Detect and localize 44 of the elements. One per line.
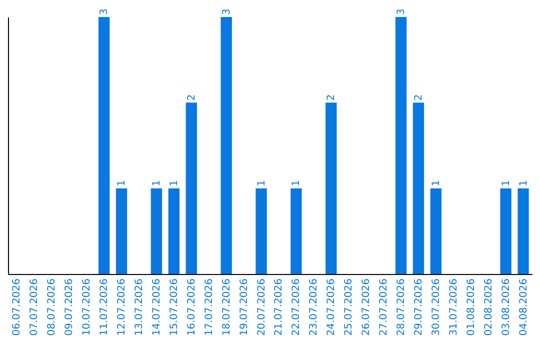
data-label: 2 [413, 94, 424, 101]
x-tick-label: 01.08.2026 [466, 278, 477, 336]
x-tick-label: 12.07.2026 [116, 278, 128, 336]
x-tick-label: 19.07.2026 [238, 278, 250, 336]
x-tick-label: 02.08.2026 [483, 278, 494, 336]
data-label: 1 [430, 180, 442, 186]
x-tick-label: 18.07.2026 [221, 278, 232, 336]
data-label: 1 [518, 180, 530, 186]
x-tick-label: 28.07.2026 [396, 278, 407, 336]
x-tick-label: 11.07.2026 [99, 278, 110, 336]
x-tick-label: 20.07.2026 [256, 278, 268, 336]
x-tick-label: 13.07.2026 [134, 278, 145, 336]
x-tick-label: 25.07.2026 [344, 278, 355, 336]
x-tick-label: 04.08.2026 [518, 278, 530, 336]
data-label: 1 [116, 180, 128, 186]
x-tick-label: 09.07.2026 [64, 278, 76, 336]
data-label: 3 [396, 8, 407, 15]
x-tick-label: 06.07.2026 [12, 278, 23, 336]
x-tick-label: 29.07.2026 [413, 278, 424, 336]
data-label: 3 [99, 8, 110, 15]
x-tick-label: 30.07.2026 [430, 278, 442, 336]
x-tick-label: 07.07.2026 [29, 278, 40, 336]
x-tick-label: 21.07.2026 [274, 278, 285, 336]
data-label: 2 [186, 94, 198, 101]
x-tick-label: 22.07.2026 [291, 278, 302, 336]
x-tick-label: 03.08.2026 [500, 278, 512, 336]
x-tick-label: 27.07.2026 [378, 278, 390, 336]
x-tick-label: 31.07.2026 [448, 278, 460, 336]
data-label: 1 [291, 180, 302, 186]
data-label: 1 [168, 180, 180, 186]
x-tick-label: 16.07.2026 [186, 278, 198, 336]
x-tick-label: 10.07.2026 [82, 278, 93, 336]
x-tick-label: 14.07.2026 [151, 278, 162, 336]
x-tick-label: 24.07.2026 [326, 278, 338, 336]
data-label: 3 [221, 8, 232, 15]
data-label: 2 [326, 94, 338, 101]
data-label: 1 [151, 180, 162, 186]
data-label: 1 [500, 180, 512, 186]
x-tick-label: 23.07.2026 [308, 278, 320, 336]
x-tick-label: 26.07.2026 [361, 278, 372, 336]
x-tick-label: 17.07.2026 [204, 278, 215, 336]
data-label: 1 [256, 180, 268, 186]
x-tick-label: 08.07.2026 [46, 278, 58, 336]
x-tick-label: 15.07.2026 [168, 278, 180, 336]
